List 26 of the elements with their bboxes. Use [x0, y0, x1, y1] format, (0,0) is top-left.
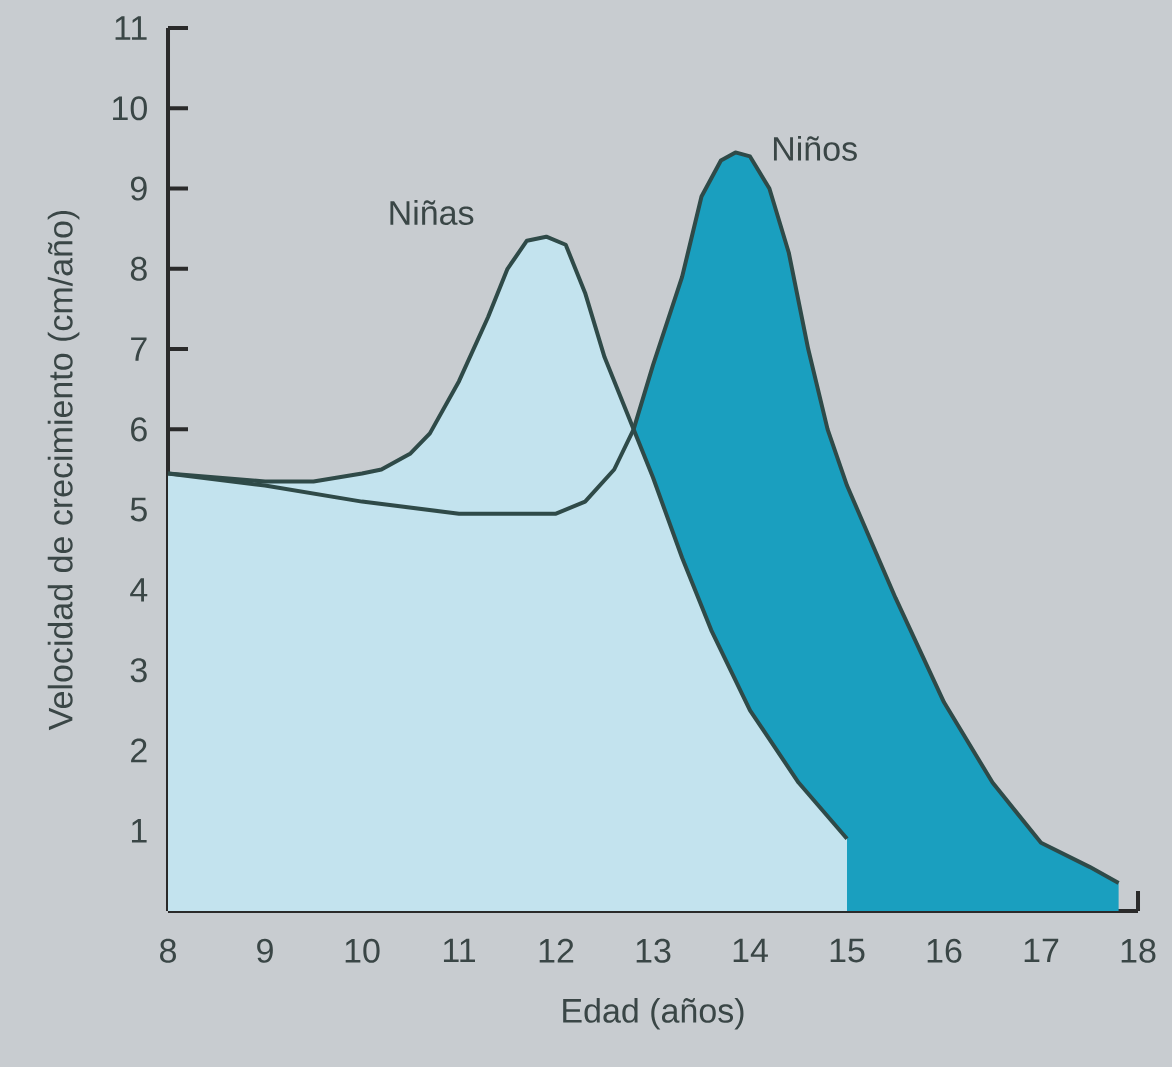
x-tick-label: 14: [733, 938, 768, 963]
x-tick-label: 8: [160, 938, 176, 963]
x-tick-label: 17: [1024, 938, 1059, 963]
y-tick-label: 10: [113, 96, 147, 121]
series-label: Niñas: [390, 200, 474, 225]
x-tick-label: 12: [539, 938, 574, 963]
x-tick-label: 10: [345, 938, 380, 963]
series-label: Niños: [773, 135, 857, 161]
y-tick-label: 1: [131, 819, 147, 843]
y-tick-label: 11: [115, 16, 147, 40]
x-tick-label: 11: [443, 938, 475, 963]
y-tick-label: 8: [130, 256, 147, 281]
x-tick-label: 15: [830, 938, 865, 963]
y-tick-label: 2: [131, 738, 147, 763]
y-tick-label: 3: [130, 658, 147, 683]
y-axis-title: Velocidad de crecimiento (cm/año): [47, 210, 80, 731]
x-tick-label: 9: [257, 938, 273, 963]
x-tick-label: 16: [927, 938, 962, 963]
y-tick-label: 4: [130, 578, 148, 602]
y-tick-label: 9: [130, 176, 147, 201]
y-tick-label: 6: [131, 417, 147, 442]
y-tick-label: 5: [130, 497, 147, 522]
y-tick-label: 7: [131, 337, 147, 361]
x-tick-label: 13: [636, 938, 671, 963]
x-tick-label: 18: [1121, 938, 1156, 963]
x-axis-title: Edad (años): [563, 997, 744, 1030]
